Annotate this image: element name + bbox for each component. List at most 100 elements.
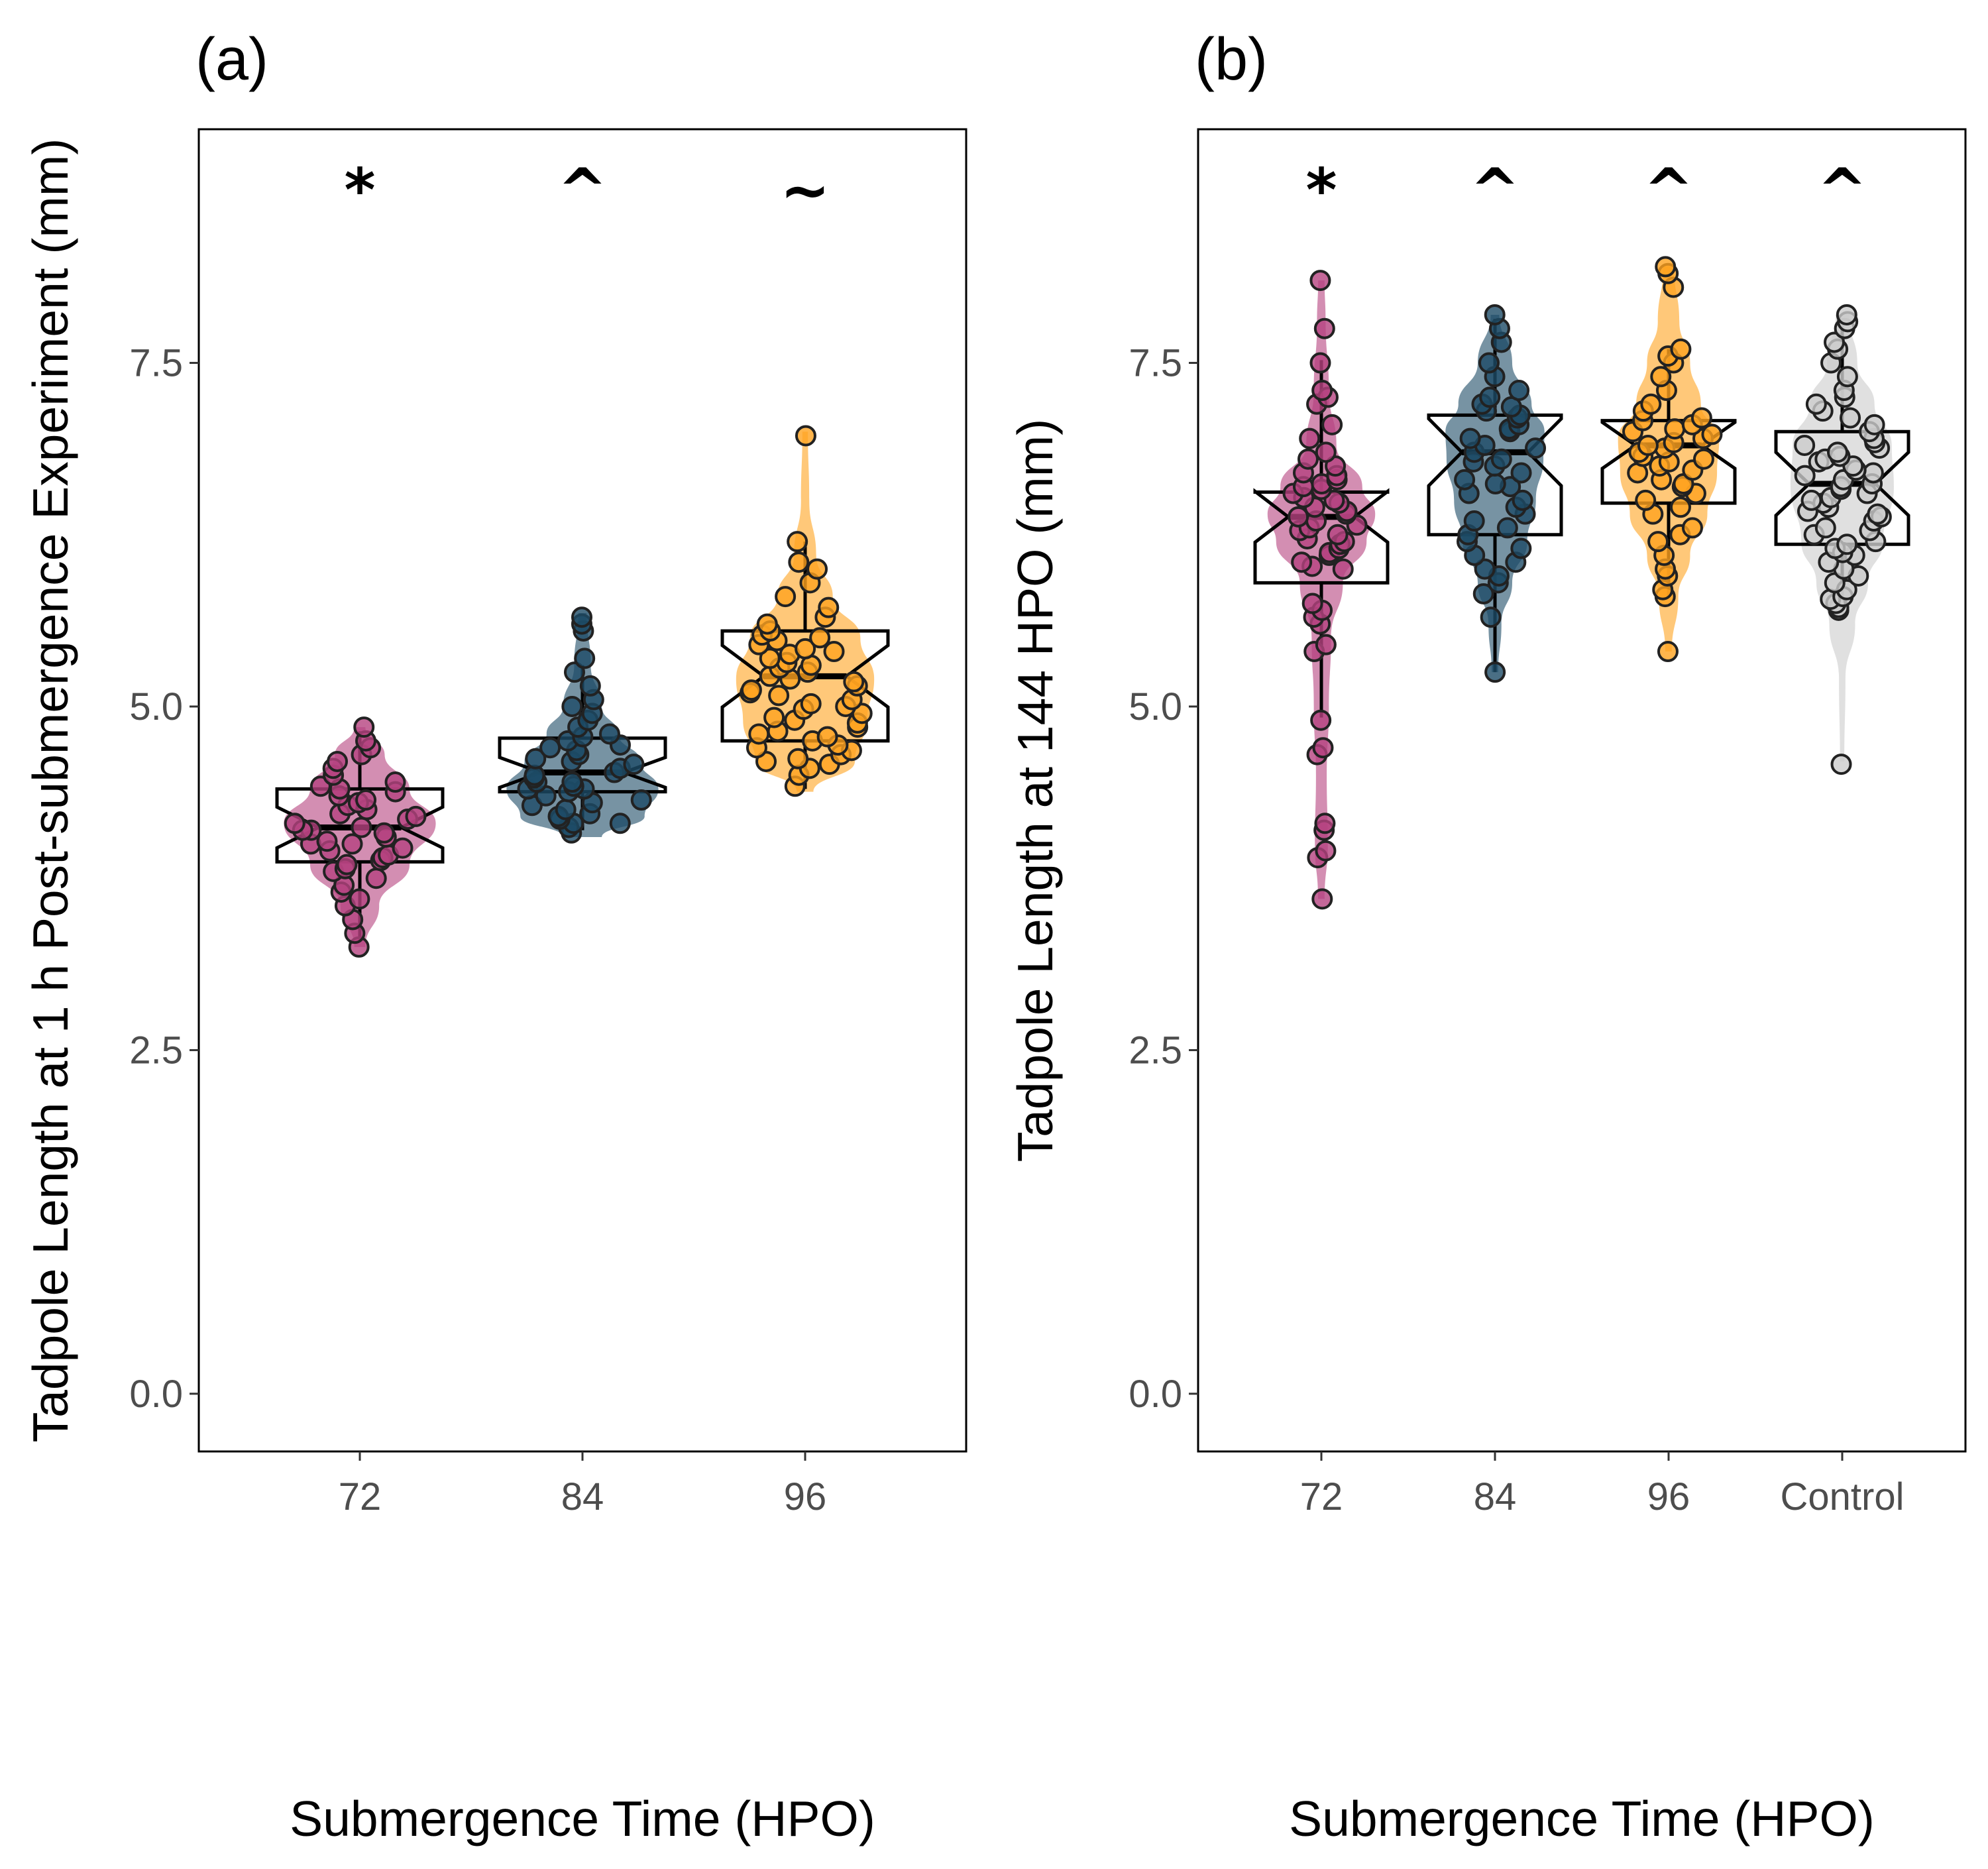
data-point bbox=[1288, 506, 1309, 528]
data-point bbox=[1299, 427, 1321, 449]
data-point bbox=[1701, 424, 1723, 445]
plot-frame bbox=[1197, 128, 1967, 1453]
data-point bbox=[1805, 393, 1827, 415]
data-point bbox=[1484, 661, 1506, 683]
y-tick-label: 7.5 bbox=[129, 342, 183, 385]
data-point bbox=[571, 606, 593, 628]
data-point bbox=[353, 716, 375, 738]
data-point bbox=[1332, 558, 1354, 580]
data-point bbox=[823, 641, 845, 663]
data-point bbox=[1655, 256, 1677, 278]
data-point bbox=[1814, 517, 1836, 539]
data-point bbox=[351, 817, 372, 838]
data-point bbox=[1480, 606, 1502, 628]
data-point bbox=[1836, 304, 1857, 325]
x-tick-label: 96 bbox=[1647, 1475, 1690, 1518]
data-point bbox=[1463, 510, 1485, 532]
x-tick-label: 72 bbox=[339, 1475, 382, 1518]
data-point bbox=[788, 551, 810, 573]
data-point bbox=[775, 586, 797, 608]
data-point bbox=[598, 723, 620, 745]
data-point bbox=[555, 799, 577, 821]
significance-mark: ^ bbox=[1470, 156, 1519, 225]
data-point bbox=[1301, 593, 1323, 614]
data-point bbox=[1640, 393, 1662, 415]
data-point bbox=[1836, 534, 1858, 555]
significance-mark: ^ bbox=[557, 156, 607, 225]
data-point bbox=[384, 771, 406, 793]
data-point bbox=[1840, 407, 1861, 429]
data-point bbox=[1311, 380, 1333, 402]
group-72: 72 * bbox=[275, 156, 445, 1518]
box bbox=[1253, 488, 1390, 585]
data-point bbox=[623, 754, 645, 775]
data-point bbox=[1824, 331, 1846, 353]
data-point bbox=[630, 789, 652, 811]
panel-b: 0.0 2.5 5.0 7.5 (b) Tadpole Length at 144 HPO… bbox=[1007, 27, 1967, 1846]
data-point bbox=[816, 726, 838, 748]
data-point bbox=[756, 613, 778, 635]
y-tick-label: 0.0 bbox=[129, 1373, 183, 1416]
data-point bbox=[1496, 517, 1518, 539]
data-point bbox=[1681, 517, 1703, 539]
y-tick-label: 2.5 bbox=[129, 1029, 183, 1072]
data-point bbox=[316, 830, 338, 852]
data-point bbox=[1794, 465, 1816, 486]
x-tick-label: 96 bbox=[784, 1475, 827, 1518]
data-point bbox=[768, 685, 790, 707]
data-point bbox=[1459, 427, 1481, 449]
y-tick-label: 0.0 bbox=[1129, 1373, 1182, 1416]
panel-label: (b) bbox=[1195, 27, 1268, 93]
data-point bbox=[1314, 813, 1336, 834]
data-point bbox=[284, 813, 305, 834]
data-point bbox=[336, 854, 358, 876]
x-axis-title: Submergence Time (HPO) bbox=[290, 1791, 875, 1846]
data-point bbox=[1510, 462, 1532, 484]
data-point bbox=[1321, 414, 1343, 435]
data-point bbox=[1647, 531, 1669, 553]
data-point bbox=[1291, 551, 1313, 573]
significance-mark: * bbox=[344, 156, 375, 225]
panel-label: (a) bbox=[195, 27, 268, 93]
group-84: 84 ^ bbox=[1427, 156, 1563, 1518]
data-point bbox=[1664, 418, 1686, 440]
data-point bbox=[795, 425, 816, 447]
data-point bbox=[561, 695, 583, 717]
data-point bbox=[1635, 489, 1657, 511]
significance-mark: ^ bbox=[1817, 156, 1867, 225]
data-point bbox=[1800, 489, 1822, 511]
data-point bbox=[1690, 407, 1712, 429]
data-point bbox=[1309, 270, 1331, 292]
data-point bbox=[800, 693, 822, 714]
data-point bbox=[1794, 434, 1816, 456]
data-point bbox=[1867, 503, 1889, 525]
significance-mark: ~ bbox=[780, 156, 830, 225]
data-point bbox=[1479, 386, 1501, 408]
data-point bbox=[405, 805, 427, 827]
x-tick-label: 72 bbox=[1300, 1475, 1343, 1518]
data-point bbox=[365, 868, 387, 889]
data-point bbox=[1309, 352, 1331, 374]
data-point bbox=[1512, 489, 1533, 511]
x-tick-label: 84 bbox=[561, 1475, 604, 1518]
data-point bbox=[1311, 888, 1333, 910]
data-point bbox=[1313, 317, 1335, 339]
group-84: 84 ^ bbox=[498, 156, 667, 1518]
data-point bbox=[1312, 737, 1334, 759]
x-axis-title: Submergence Time (HPO) bbox=[1289, 1791, 1875, 1846]
data-point bbox=[1826, 441, 1848, 463]
data-point bbox=[327, 750, 349, 772]
data-point bbox=[1510, 538, 1532, 559]
y-tick-label: 7.5 bbox=[1129, 342, 1182, 385]
data-point bbox=[1315, 634, 1337, 655]
data-point bbox=[561, 771, 583, 793]
data-point bbox=[525, 748, 547, 769]
data-point bbox=[818, 596, 840, 618]
group-96: 96 ~ bbox=[720, 156, 890, 1518]
data-point bbox=[1525, 437, 1547, 459]
data-point bbox=[1297, 448, 1319, 470]
data-point bbox=[609, 813, 631, 834]
data-point bbox=[843, 671, 865, 693]
data-point bbox=[1474, 558, 1496, 580]
